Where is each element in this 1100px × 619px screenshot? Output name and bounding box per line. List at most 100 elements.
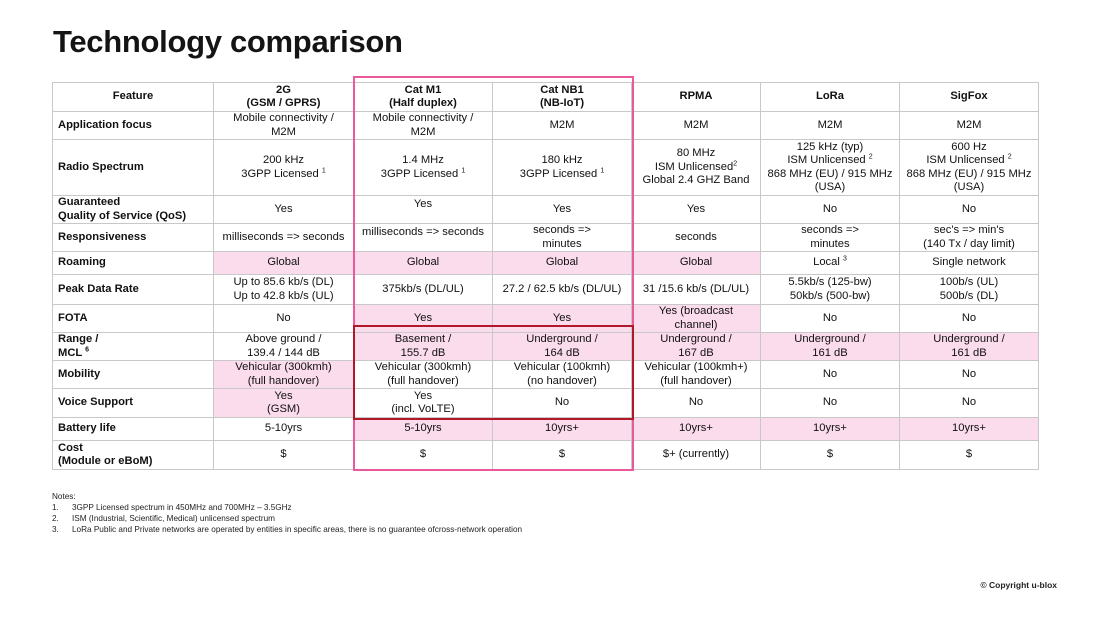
table-cell: 10yrs+ (631, 417, 761, 441)
table-cell: 180 kHz 3GPP Licensed 1 (492, 139, 632, 196)
table-cell: No (760, 304, 900, 333)
feature-label: Guaranteed Quality of Service (QoS) (52, 195, 214, 224)
table-cell: 600 Hz ISM Unlicensed 2 868 MHz (EU) / 915… (899, 139, 1039, 196)
table-cell: 80 MHz ISM Unlicensed2 Global 2.4 GHZ Band (631, 139, 761, 196)
table-cell: Yes (492, 195, 632, 224)
table-cell: Up to 85.6 kb/s (DL) Up to 42.8 kb/s (UL… (213, 274, 354, 305)
table-cell: 125 kHz (typ) ISM Unlicensed 2 868 MHz (EU… (760, 139, 900, 196)
table-cell: Vehicular (100kmh) (no handover) (492, 360, 632, 389)
table-cell: Vehicular (300kmh) (full handover) (353, 360, 493, 389)
table-cell: Global (631, 251, 761, 275)
feature-label: Voice Support (52, 388, 214, 418)
table-cell: seconds (631, 223, 761, 252)
table-cell: Vehicular (300kmh) (full handover) (213, 360, 354, 389)
table-cell: Single network (899, 251, 1039, 275)
table-cell: No (760, 388, 900, 418)
feature-label: Cost (Module or eBoM) (52, 440, 214, 470)
table-cell: 5.5kb/s (125-bw) 50kb/s (500-bw) (760, 274, 900, 305)
table-cell: Global (492, 251, 632, 275)
table-cell: 10yrs+ (899, 417, 1039, 441)
header-sigfox: SigFox (899, 82, 1039, 112)
table-cell: No (899, 304, 1039, 333)
table-cell: Underground / 167 dB (631, 332, 761, 361)
table-cell: Local 3 (760, 251, 900, 275)
table-cell: 10yrs+ (492, 417, 632, 441)
notes-label: Notes: (52, 492, 76, 501)
feature-label: Mobility (52, 360, 214, 389)
row-range-mcl: Range / MCL 6 Above ground / 139.4 / 144 … (52, 332, 1039, 361)
table-cell: Yes (353, 195, 493, 224)
table-cell: Global (213, 251, 354, 275)
row-responsiveness: Responsiveness milliseconds => seconds m… (52, 223, 1039, 252)
feature-label: Radio Spectrum (52, 139, 214, 196)
table-cell: Yes (incl. VoLTE) (353, 388, 493, 418)
table-cell: milliseconds => seconds (213, 223, 354, 252)
table-cell: $ (213, 440, 354, 470)
table-cell: No (213, 304, 354, 333)
header-lora: LoRa (760, 82, 900, 112)
table-cell: No (899, 360, 1039, 389)
row-peak-data-rate: Peak Data Rate Up to 85.6 kb/s (DL) Up t… (52, 274, 1039, 305)
table-cell: No (899, 388, 1039, 418)
table-cell: seconds => minutes (492, 223, 632, 252)
feature-label: Roaming (52, 251, 214, 275)
table-cell: Underground / 161 dB (760, 332, 900, 361)
table-cell: M2M (492, 111, 632, 140)
row-qos: Guaranteed Quality of Service (QoS) Yes … (52, 195, 1039, 224)
row-radio-spectrum: Radio Spectrum 200 kHz 3GPP Licensed 1 1.… (52, 139, 1039, 196)
table-cell: Mobile connectivity / M2M (213, 111, 354, 140)
table-cell: Yes (353, 304, 493, 333)
header-cat-nb1: Cat NB1 (NB-IoT) (492, 82, 632, 112)
table-cell: Mobile connectivity / M2M (353, 111, 493, 140)
table-cell: Yes (broadcast channel) (631, 304, 761, 333)
table-cell: M2M (760, 111, 900, 140)
table-cell: seconds => minutes (760, 223, 900, 252)
table-cell: Yes (GSM) (213, 388, 354, 418)
table-cell: No (631, 388, 761, 418)
header-row: Feature 2G (GSM / GPRS) Cat M1 (Half duple… (52, 82, 1039, 112)
notes: Notes: 1. 3GPP Licensed spectrum in 450MH… (52, 491, 522, 535)
row-fota: FOTA No Yes Yes Yes (broadcast channel) … (52, 304, 1039, 333)
feature-label: Application focus (52, 111, 214, 140)
table-cell: 200 kHz 3GPP Licensed 1 (213, 139, 354, 196)
table-cell: 10yrs+ (760, 417, 900, 441)
table-cell: Above ground / 139.4 / 144 dB (213, 332, 354, 361)
table-cell: $ (760, 440, 900, 470)
table-cell: 5-10yrs (353, 417, 493, 441)
row-cost: Cost (Module or eBoM) $ $ $ $+ (currentl… (52, 440, 1039, 470)
row-voice-support: Voice Support Yes (GSM) Yes (incl. VoLTE… (52, 388, 1039, 418)
table-cell: No (899, 195, 1039, 224)
feature-label: Range / MCL 6 (52, 332, 214, 361)
table-cell: 27.2 / 62.5 kb/s (DL/UL) (492, 274, 632, 305)
table-cell: Yes (213, 195, 354, 224)
table-cell: Yes (631, 195, 761, 224)
table-cell: 100b/s (UL) 500b/s (DL) (899, 274, 1039, 305)
header-2g: 2G (GSM / GPRS) (213, 82, 354, 112)
row-application-focus: Application focus Mobile connectivity / … (52, 111, 1039, 140)
comparison-table: Feature 2G (GSM / GPRS) Cat M1 (Half duple… (52, 82, 1039, 470)
table-cell: Global (353, 251, 493, 275)
table-cell: 31 /15.6 kb/s (DL/UL) (631, 274, 761, 305)
table-cell: Vehicular (100kmh+) (full handover) (631, 360, 761, 389)
table-cell: 375kb/s (DL/UL) (353, 274, 493, 305)
table-cell: M2M (631, 111, 761, 140)
note-item: 1. 3GPP Licensed spectrum in 450MHz and 7… (52, 503, 292, 512)
table-cell: Underground / 161 dB (899, 332, 1039, 361)
feature-label: Peak Data Rate (52, 274, 214, 305)
row-battery-life: Battery life 5-10yrs 5-10yrs 10yrs+ 10yr… (52, 417, 1039, 441)
table-cell: Underground / 164 dB (492, 332, 632, 361)
feature-label: FOTA (52, 304, 214, 333)
table-cell: M2M (899, 111, 1039, 140)
table-cell: Basement / 155.7 dB (353, 332, 493, 361)
row-roaming: Roaming Global Global Global Global Loca… (52, 251, 1039, 275)
table-cell: milliseconds => seconds (353, 223, 493, 252)
table-cell: Yes (492, 304, 632, 333)
table-cell: $+ (currently) (631, 440, 761, 470)
note-item: 2. ISM (Industrial, Scientific, Medical) … (52, 514, 275, 523)
header-feature: Feature (52, 82, 214, 112)
table-cell: No (492, 388, 632, 418)
note-item: 3. LoRa Public and Private networks are o… (52, 525, 523, 534)
feature-label: Responsiveness (52, 223, 214, 252)
row-mobility: Mobility Vehicular (300kmh) (full handov… (52, 360, 1039, 389)
table-cell: sec's => min's (140 Tx / day limit) (899, 223, 1039, 252)
